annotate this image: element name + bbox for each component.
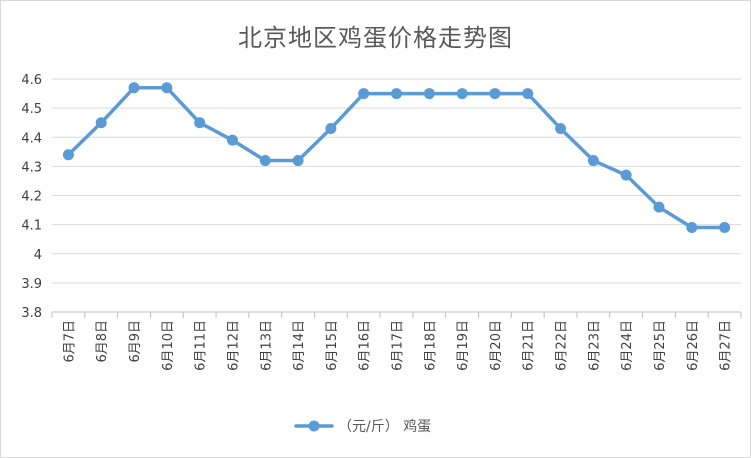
- x-tick-label: 6月25日: [653, 320, 668, 371]
- x-tick-label: 6月14日: [292, 320, 307, 371]
- legend-label: （元/斤） 鸡蛋: [338, 418, 431, 435]
- x-tick-label: 6月21日: [522, 320, 537, 371]
- data-point: [391, 88, 402, 100]
- x-tick-label: 6月23日: [587, 320, 602, 371]
- x-tick-label: 6月26日: [686, 320, 701, 371]
- x-tick-label: 6月15日: [325, 320, 340, 371]
- x-tick-label: 6月27日: [719, 320, 734, 371]
- chart-title: 北京地区鸡蛋价格走势图: [238, 24, 513, 52]
- x-tick-label: 6月13日: [259, 320, 274, 371]
- x-tick-label: 6月10日: [161, 320, 176, 371]
- data-point: [456, 88, 468, 100]
- data-point: [358, 88, 370, 100]
- x-tick-label: 6月8日: [95, 320, 110, 363]
- data-point: [686, 222, 698, 234]
- data-point: [194, 117, 206, 129]
- data-point: [62, 149, 74, 161]
- y-tick-label: 4.6: [21, 73, 42, 88]
- data-point: [325, 123, 337, 135]
- y-tick-label: 4.2: [21, 190, 42, 205]
- x-tick-label: 6月9日: [128, 320, 143, 363]
- y-tick-label: 3.8: [21, 306, 42, 321]
- x-tick-label: 6月7日: [62, 320, 77, 363]
- x-tick-label: 6月12日: [226, 320, 241, 371]
- y-tick-label: 4: [34, 248, 42, 263]
- data-point: [226, 134, 238, 146]
- data-point: [653, 201, 665, 213]
- x-tick-label: 6月24日: [620, 320, 635, 371]
- series-line: [66, 85, 727, 230]
- data-point: [489, 88, 501, 100]
- x-tick-label: 6月22日: [555, 320, 570, 371]
- x-tick-label: 6月20日: [489, 320, 504, 371]
- y-tick-label: 4.4: [21, 131, 42, 146]
- data-point: [161, 82, 173, 94]
- x-tick-label: 6月19日: [456, 320, 471, 371]
- data-point: [555, 123, 567, 135]
- y-tick-label: 3.9: [21, 277, 42, 292]
- data-point: [423, 88, 435, 100]
- data-point: [128, 82, 140, 94]
- x-tick-label: 6月16日: [358, 320, 373, 371]
- data-point: [587, 155, 599, 167]
- y-tick-label: 4.1: [21, 219, 42, 234]
- legend-marker: [308, 420, 320, 432]
- x-tick-label: 6月11日: [194, 320, 209, 371]
- data-point: [259, 155, 271, 167]
- data-point: [620, 169, 632, 181]
- data-point: [292, 155, 304, 167]
- y-tick-label: 4.5: [21, 102, 42, 117]
- data-point: [719, 222, 731, 234]
- x-tick-label: 6月17日: [391, 320, 406, 371]
- y-tick-label: 4.3: [21, 160, 42, 175]
- data-point: [95, 117, 107, 129]
- data-point: [522, 88, 534, 100]
- x-tick-label: 6月18日: [423, 320, 438, 371]
